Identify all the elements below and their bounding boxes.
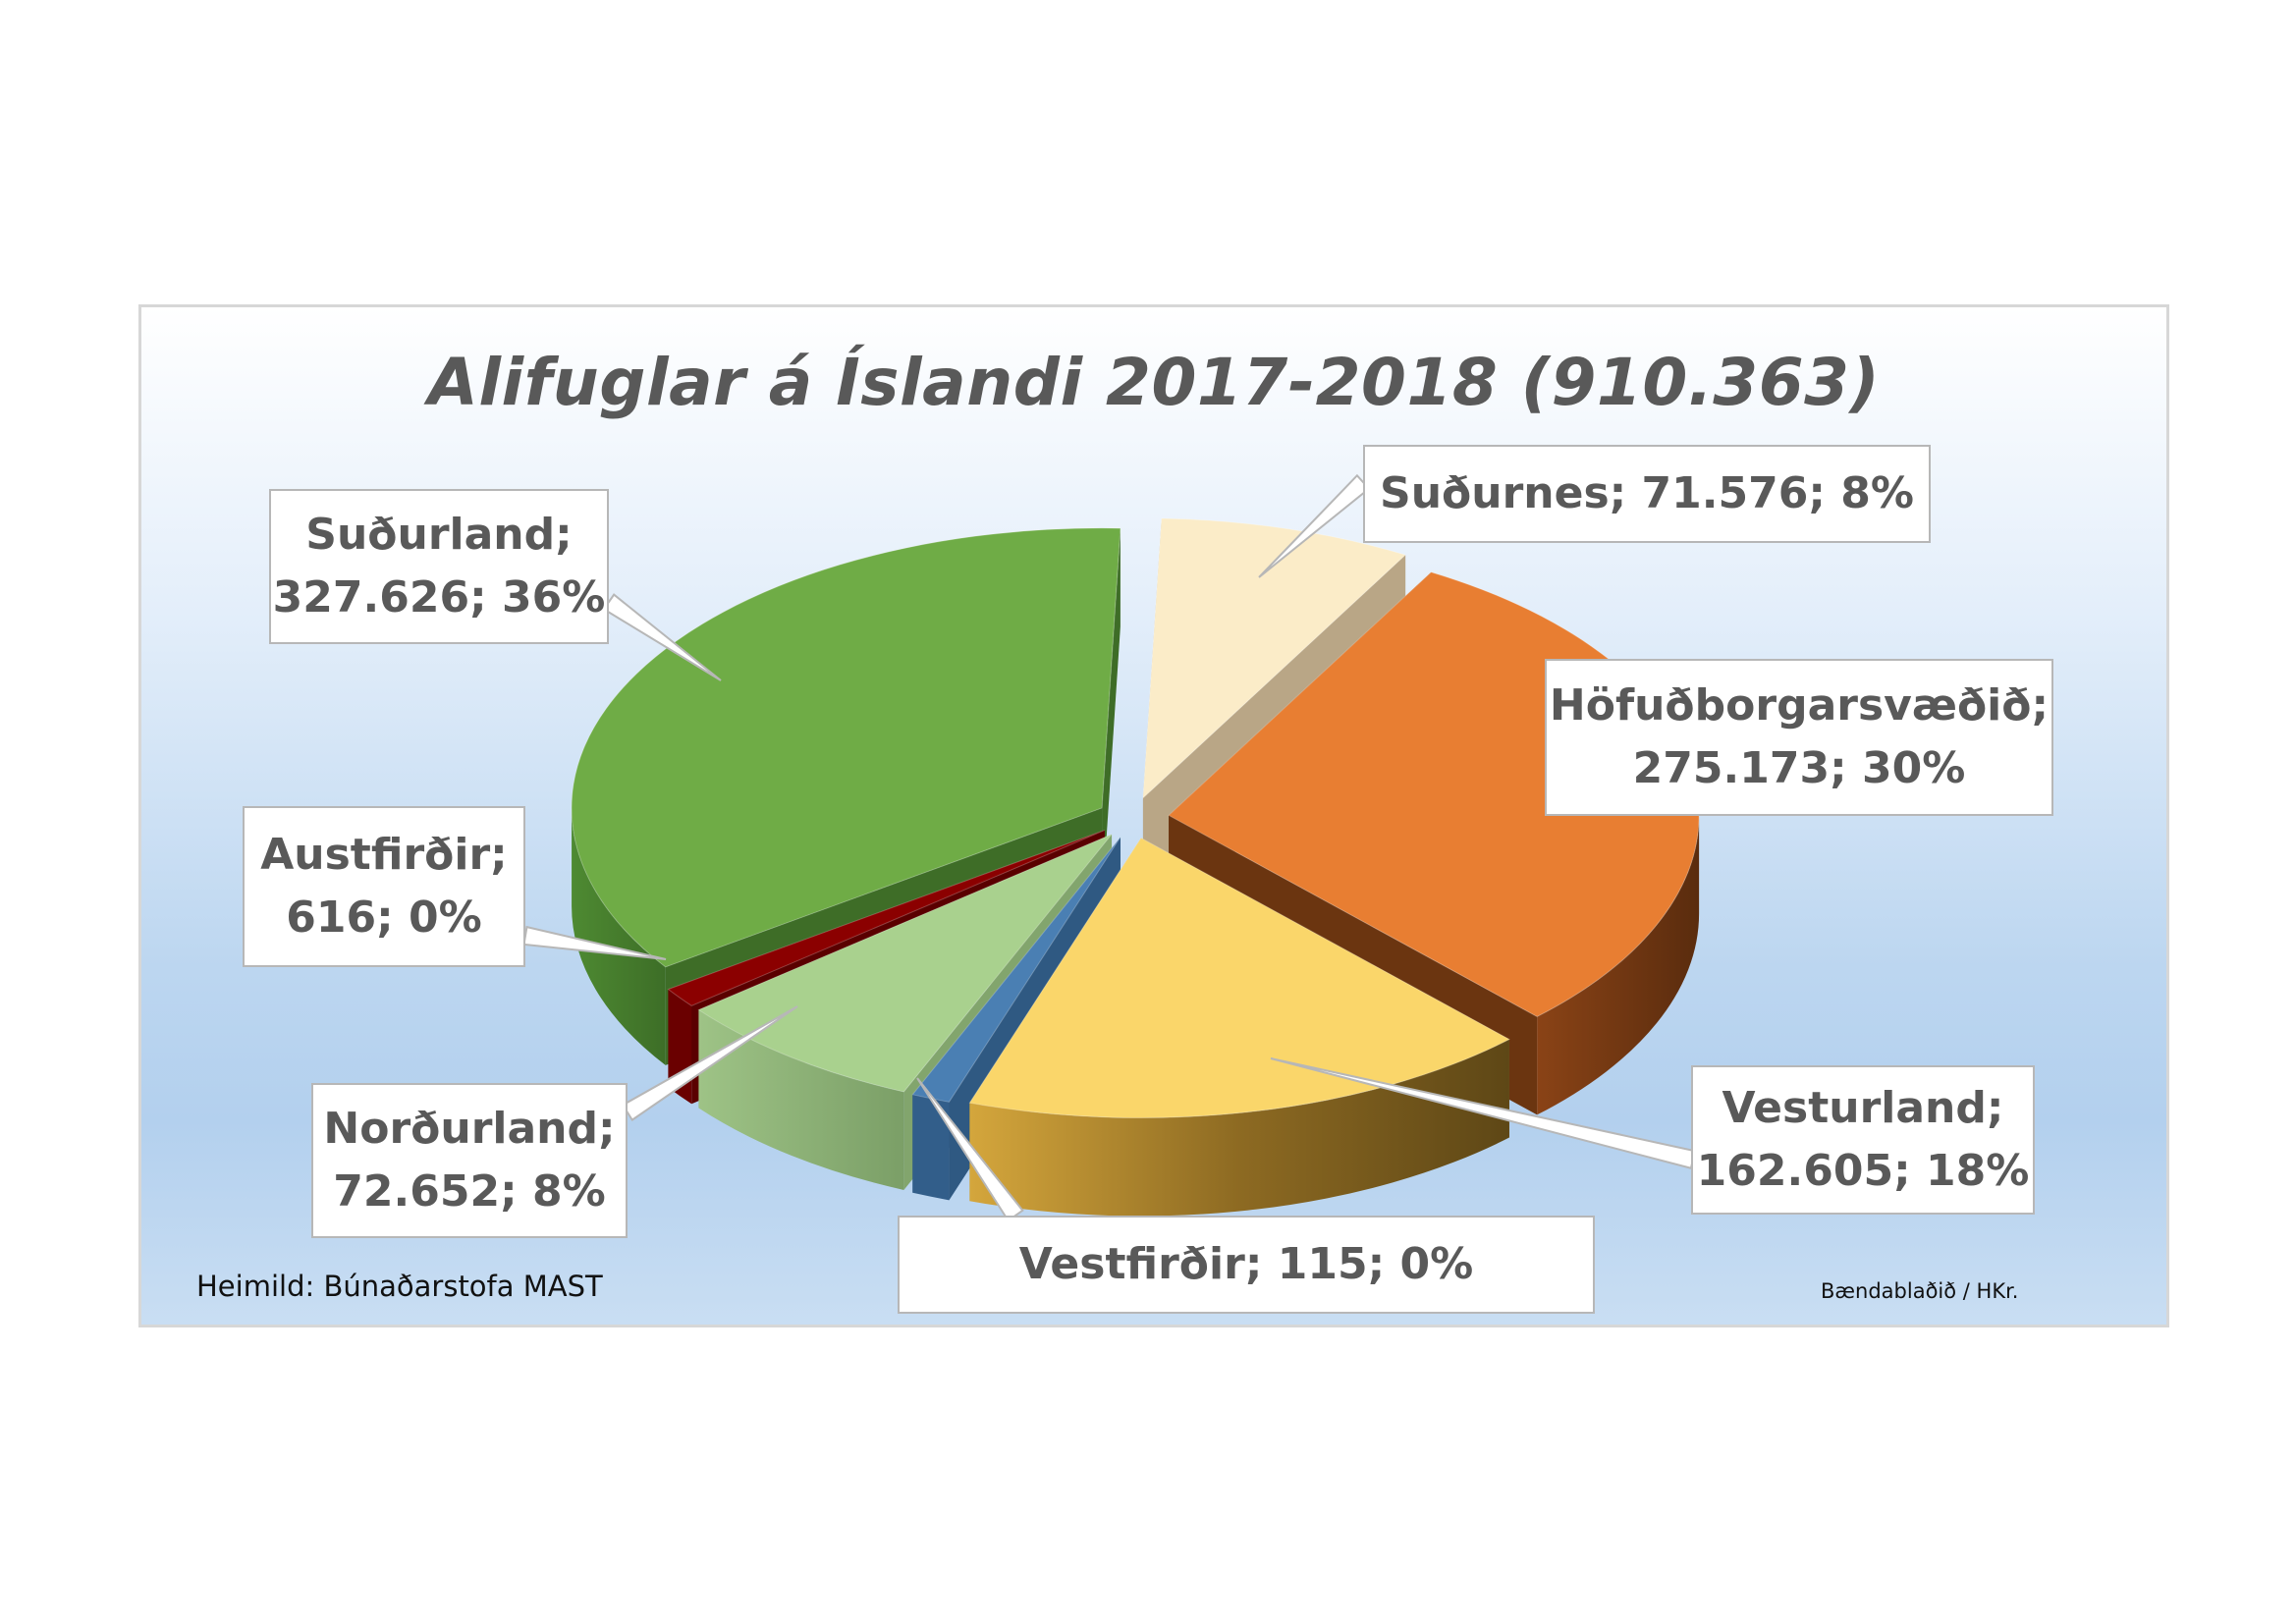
leader-line-austfirdir <box>522 925 667 960</box>
data-label-text: 327.626; 36% <box>272 572 606 623</box>
pie-slice-side <box>698 1009 904 1190</box>
data-label-text: Vesturland; <box>1722 1083 2004 1133</box>
data-label-austfirdir: Austfirðir; 616; 0% <box>243 806 525 967</box>
data-label-text: Vestfirðir; 115; 0% <box>1018 1239 1474 1289</box>
pie-slice-side <box>912 1094 950 1201</box>
data-label-sudurnes: Suðurnes; 71.576; 8% <box>1363 445 1931 543</box>
pie-slice-side <box>969 1039 1509 1217</box>
pie-slice-top <box>667 830 1106 1006</box>
source-note: Heimild: Búnaðarstofa MAST <box>196 1270 603 1303</box>
leader-line-sudurland <box>602 593 722 681</box>
pie-slice-top <box>1142 517 1407 800</box>
data-label-text: 275.173; 30% <box>1632 743 1966 793</box>
pie-slice-wall <box>912 837 1121 1193</box>
leader-line-nordurland <box>621 1005 798 1122</box>
data-label-text: 72.652; 8% <box>333 1166 606 1217</box>
data-label-text: Suðurland; <box>305 510 573 560</box>
pie-slice-side <box>1537 815 1700 1115</box>
data-label-vestfirdir: Vestfirðir; 115; 0% <box>898 1216 1595 1314</box>
pie-slice-side <box>572 807 666 1065</box>
data-label-text: 162.605; 18% <box>1696 1146 2030 1196</box>
pie-slice-vesturland <box>968 837 1511 1217</box>
data-label-sudurland: Suðurland; 327.626; 36% <box>269 489 609 644</box>
data-label-text: Höfuðborgarsvæðið; <box>1549 680 2050 731</box>
data-label-hofudborgarsvaedid: Höfuðborgarsvæðið; 275.173; 30% <box>1545 659 2053 816</box>
credit-note: Bændablaðið / HKr. <box>1821 1279 2019 1303</box>
data-label-text: Norðurland; <box>323 1104 616 1154</box>
data-label-vesturland: Vesturland; 162.605; 18% <box>1691 1065 2035 1215</box>
data-label-text: 616; 0% <box>286 893 482 943</box>
data-label-nordurland: Norðurland; 72.652; 8% <box>311 1083 628 1238</box>
chart-frame: Alifuglar á Íslandi 2017-2018 (910.363) … <box>138 304 2169 1327</box>
pie-slice-top <box>697 834 1113 1093</box>
chart-title: Alifuglar á Íslandi 2017-2018 (910.363) <box>427 345 1881 420</box>
pie-slice-top <box>968 837 1511 1118</box>
data-label-text: Austfirðir; <box>260 830 508 880</box>
data-label-text: Suðurnes; 71.576; 8% <box>1380 468 1914 518</box>
pie-slice-wall <box>1102 528 1121 906</box>
pie-slice-top <box>571 527 1121 968</box>
